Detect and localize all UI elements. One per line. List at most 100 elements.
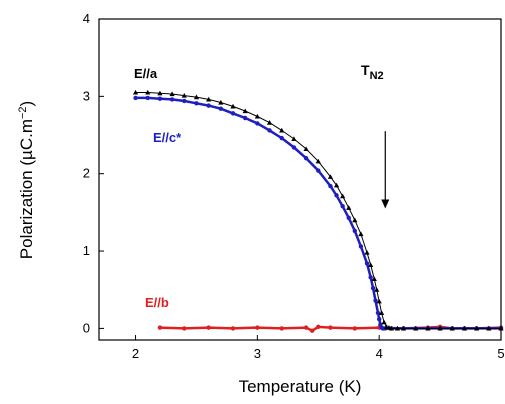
data-point: [340, 193, 346, 199]
data-point: [376, 316, 382, 322]
tn2-annotation-main: T: [361, 62, 370, 78]
data-point: [358, 244, 364, 249]
data-point: [157, 90, 163, 96]
x-axis-title: Temperature (K): [239, 377, 362, 396]
data-point: [352, 217, 358, 223]
y-tick-label: 2: [83, 166, 90, 181]
data-point: [206, 96, 212, 102]
data-point: [316, 168, 321, 173]
data-point: [346, 205, 352, 210]
y-tick-label: 3: [83, 88, 90, 103]
data-point: [368, 275, 373, 280]
data-point: [242, 108, 248, 114]
data-point: [379, 310, 385, 316]
data-point: [169, 91, 175, 97]
series-line: [135, 96, 501, 330]
series-line: [135, 92, 501, 329]
tn2-annotation: TN2: [361, 62, 384, 82]
data-point: [145, 89, 151, 95]
data-point: [182, 98, 187, 104]
plot-frame: [98, 18, 502, 341]
data-point: [400, 325, 407, 331]
data-point: [181, 92, 187, 98]
y-tick-label: 0: [83, 320, 90, 335]
arrow-head: [381, 199, 390, 209]
x-tick-label: 5: [497, 346, 504, 361]
data-point: [334, 193, 339, 198]
y-tick-label: 4: [83, 11, 90, 26]
y-axis-title-close: ): [17, 101, 36, 107]
data-point: [279, 127, 285, 133]
data-point: [346, 215, 351, 220]
data-point: [291, 145, 297, 150]
data-point: [374, 287, 380, 292]
data-point: [193, 94, 200, 100]
data-point: [328, 325, 333, 330]
data-point: [266, 120, 273, 125]
data-point: [182, 326, 187, 331]
data-point: [230, 326, 236, 331]
data-point: [388, 325, 394, 331]
data-point: [358, 231, 364, 237]
annotation-arrow-layer: [381, 131, 390, 209]
data-point: [267, 128, 272, 133]
data-point: [364, 249, 370, 255]
series-label-e-c: E//c*: [153, 130, 182, 145]
data-point: [255, 121, 260, 126]
ticks-layer: 2 3 4 5 0 1 2 3 4: [83, 11, 505, 361]
y-axis-title-main: Polarization (µC.m: [17, 119, 36, 259]
series-1: [133, 95, 504, 331]
data-point: [370, 285, 376, 291]
data-point: [303, 146, 309, 152]
data-point: [279, 326, 284, 331]
data-point: [303, 156, 309, 161]
data-point: [449, 325, 455, 331]
data-point: [206, 103, 211, 108]
data-point: [242, 115, 248, 121]
data-point: [328, 183, 333, 189]
data-point: [371, 276, 377, 281]
data-point: [255, 325, 260, 330]
data-point: [254, 113, 260, 119]
y-axis-title: Polarization (µC.m−2): [17, 101, 36, 259]
data-point: [132, 89, 139, 95]
data-point: [133, 95, 138, 101]
data-point: [303, 325, 309, 330]
tn2-annotation-subscript: N2: [370, 70, 384, 82]
data-point: [340, 203, 345, 209]
data-point: [327, 174, 334, 179]
data-point: [425, 325, 431, 331]
data-point: [461, 325, 468, 331]
data-point: [218, 106, 224, 111]
series-label-e-b: E//b: [145, 295, 169, 310]
data-point: [316, 324, 321, 330]
data-point: [157, 96, 163, 101]
data-point: [145, 95, 150, 101]
series-label-e-a: E//a: [134, 66, 158, 81]
data-point: [291, 136, 297, 141]
series-layer: [132, 89, 504, 333]
data-point: [218, 99, 224, 105]
data-point: [333, 182, 340, 188]
data-point: [437, 325, 443, 331]
data-point: [230, 103, 236, 109]
data-point: [194, 101, 199, 106]
y-tick-label: 1: [83, 243, 90, 258]
x-tick-label: 3: [254, 346, 261, 361]
data-point: [230, 111, 236, 116]
data-point: [352, 228, 358, 234]
data-point: [352, 326, 358, 331]
x-tick-label: 2: [132, 346, 139, 361]
data-point: [169, 97, 175, 102]
data-point: [279, 135, 284, 141]
data-point: [474, 325, 480, 331]
data-point: [364, 261, 370, 266]
series-0: [132, 89, 504, 331]
data-point: [376, 298, 382, 304]
data-point: [206, 325, 211, 330]
data-point: [381, 319, 387, 325]
data-point: [309, 328, 315, 333]
x-tick-label: 4: [376, 346, 383, 361]
data-point: [315, 158, 321, 164]
